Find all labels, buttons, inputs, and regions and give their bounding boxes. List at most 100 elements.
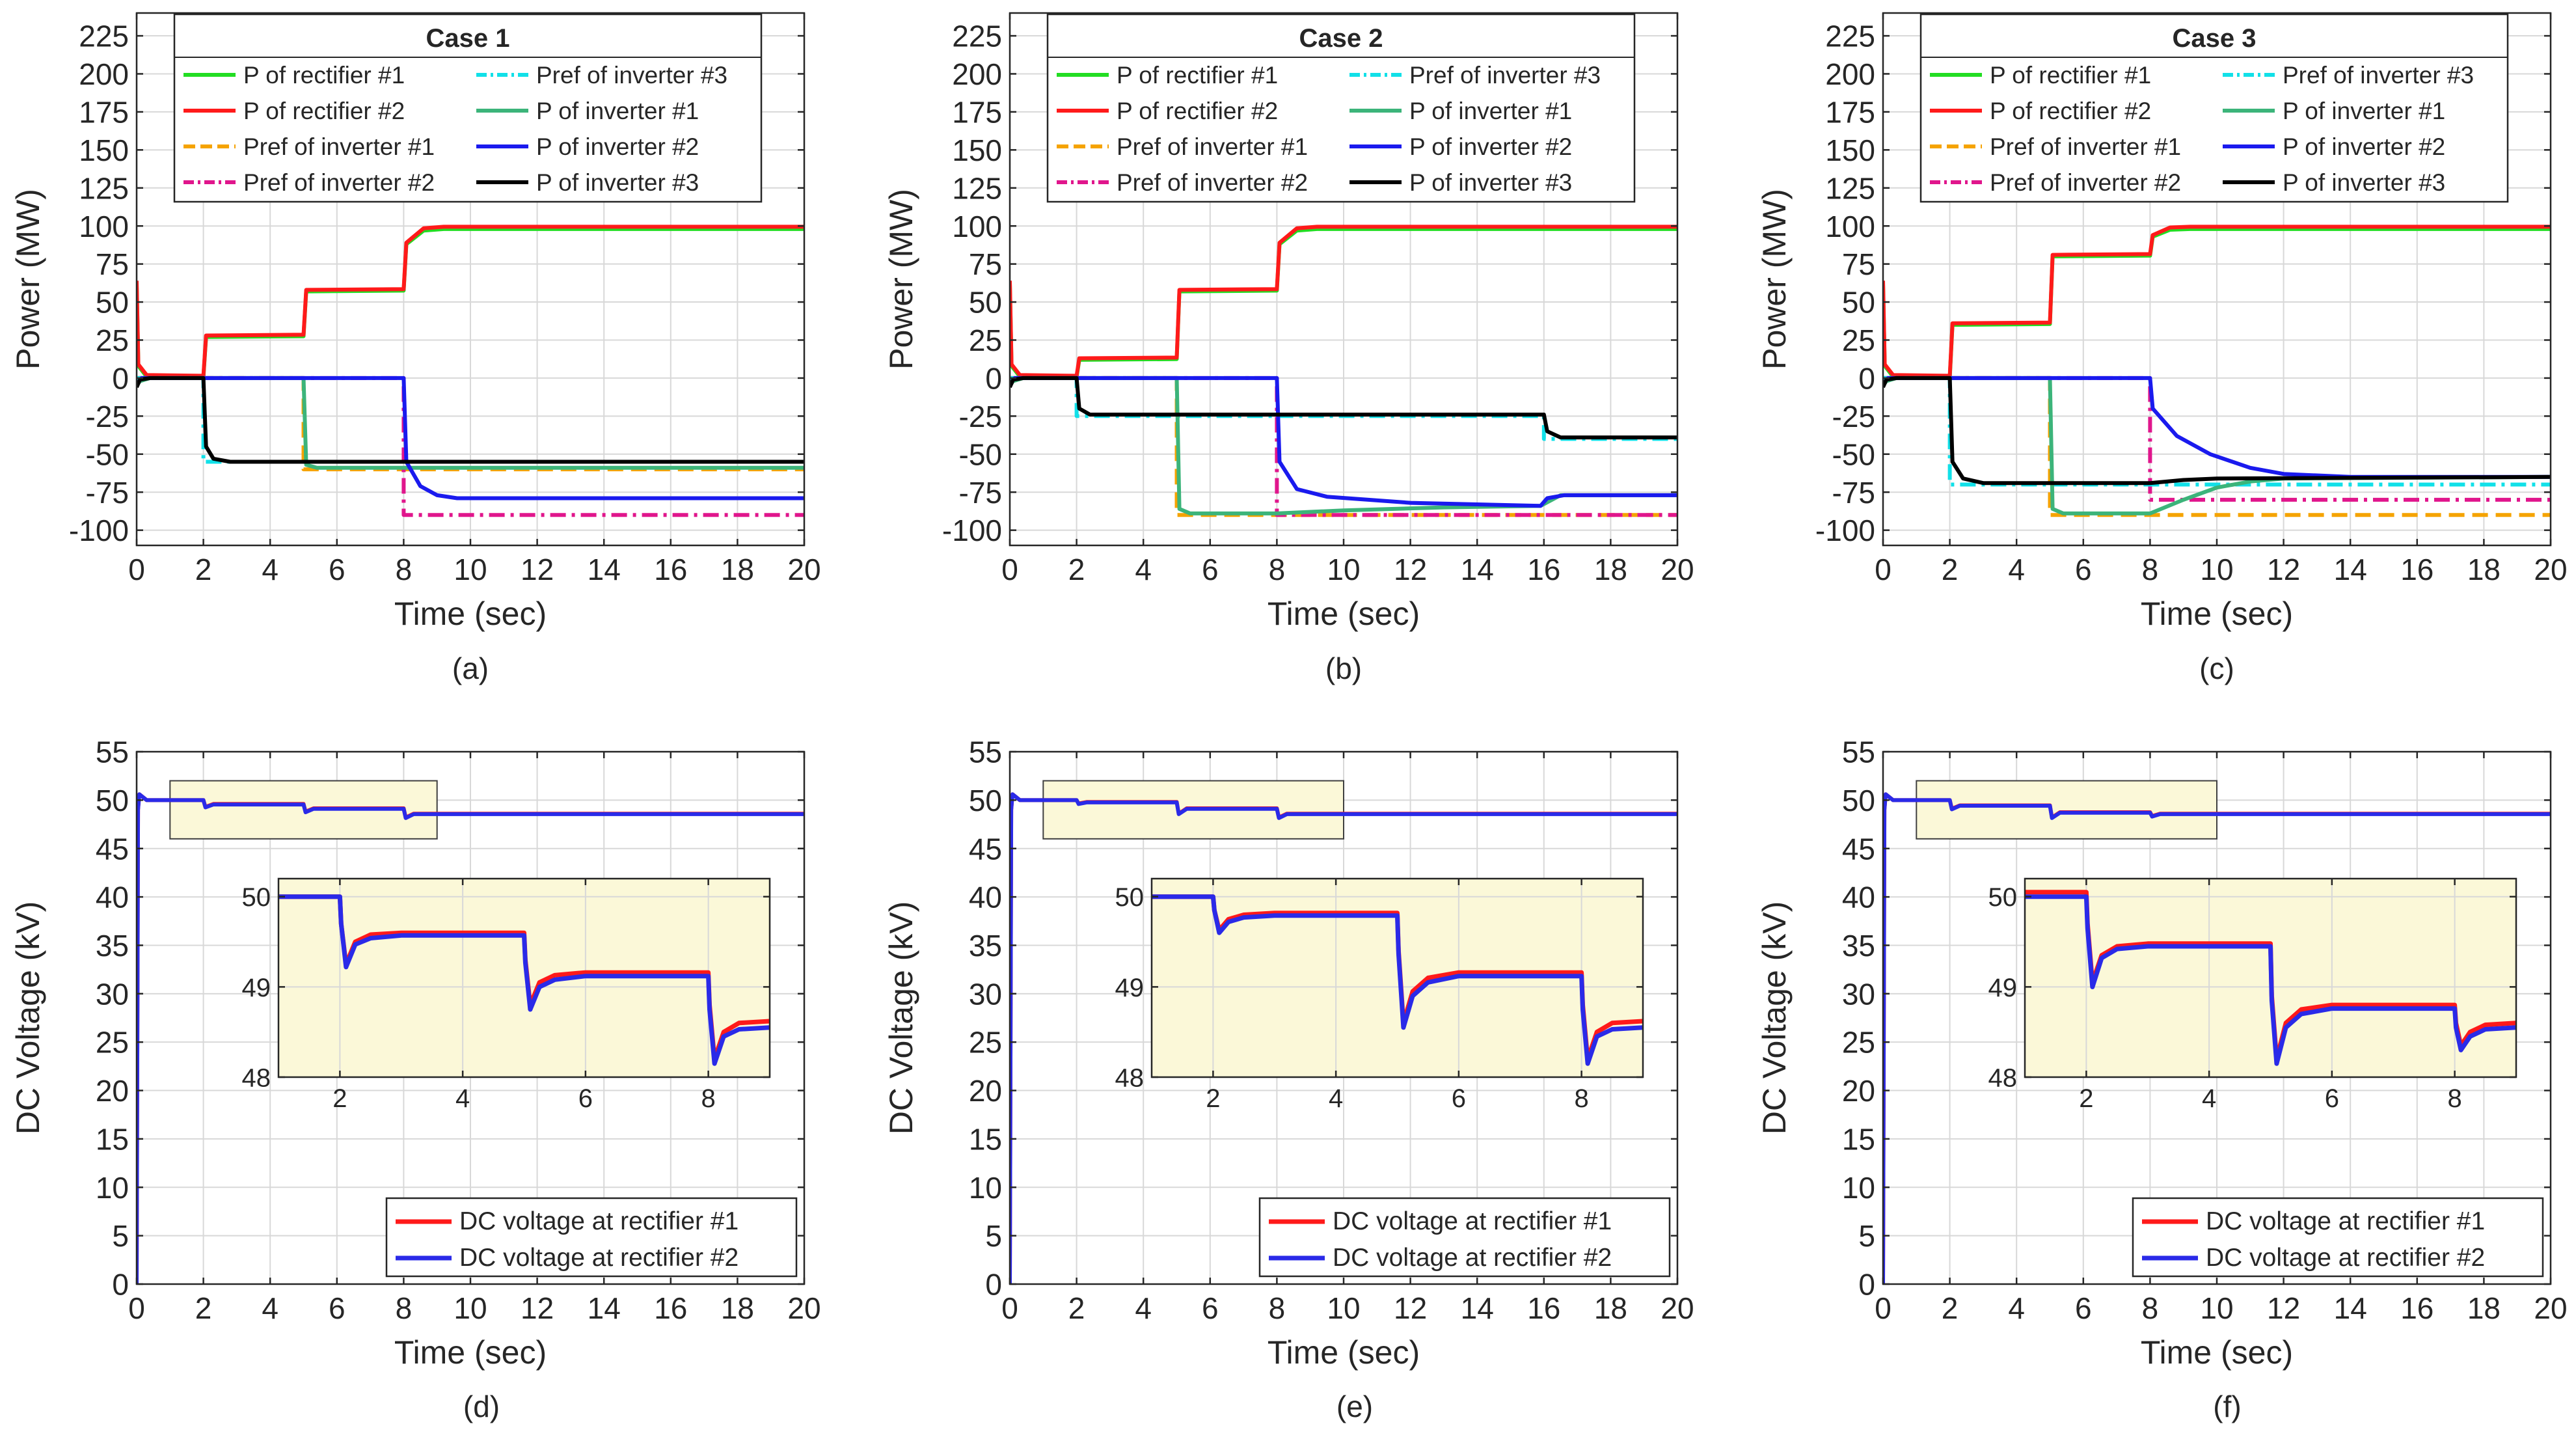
chart-f-inset: 2 4 6 8 48 49 50 [1988, 877, 2517, 1113]
chart-c-series-6-line [1883, 376, 2551, 479]
chart-c-ytick-label: 75 [1842, 247, 1875, 281]
chart-e-series-1-line [1010, 792, 1677, 1284]
chart-b-legend-label-6: P of inverter #2 [1409, 133, 1572, 160]
chart-a-xtick-label: 10 [454, 553, 487, 586]
chart-e-legend: DC voltage at rectifier #1 DC voltage at … [1258, 1197, 1671, 1278]
chart-e-xtick-label: 8 [1269, 1291, 1286, 1325]
chart-f-xtick-label: 16 [2400, 1291, 2434, 1325]
chart-e-xlabel: Time (sec) [1268, 1334, 1420, 1371]
chart-e-xtick-label: 10 [1327, 1291, 1360, 1325]
chart-f-ytick-label: 35 [1842, 929, 1875, 963]
chart-d-inset-series-1-line [278, 894, 770, 1066]
chart-a-legend-label-5: P of inverter #1 [536, 98, 699, 124]
chart-e: 0 2 4 6 8 10 12 14 16 18 20 0 5 10 15 20 25 30 35 40 45 50 55 T… [883, 735, 1694, 1371]
chart-e-xtick-label: 16 [1527, 1291, 1560, 1325]
chart-d-ytick-label: 55 [96, 735, 129, 769]
chart-b-series-1-line [1010, 225, 1677, 378]
chart-f-ytick-label: 40 [1842, 881, 1875, 914]
chart-e-ytick-label: 45 [969, 832, 1002, 866]
chart-d-ytick-label: 20 [96, 1074, 129, 1108]
chart-c-ytick-label: 175 [1825, 95, 1875, 129]
chart-b-xtick-label: 2 [1068, 553, 1085, 586]
chart-e-ytick-label: 15 [969, 1122, 1002, 1156]
chart-a-xtick-label: 8 [396, 553, 413, 586]
chart-d-ytick-label: 15 [96, 1122, 129, 1156]
chart-d-inset-xtick-label: 8 [701, 1084, 716, 1113]
chart-e-xtick-label: 12 [1394, 1291, 1427, 1325]
caption-c: (c) [2199, 651, 2234, 685]
chart-d-xtick-label: 14 [588, 1291, 621, 1325]
chart-c-legend-label-2: Pref of inverter #1 [1990, 133, 2181, 160]
chart-c-xtick-label: 12 [2267, 553, 2300, 586]
chart-f-axes-frame [1882, 750, 2552, 1285]
chart-c-xtick-label: 4 [2008, 553, 2025, 586]
chart-d-xtick-label: 20 [787, 1291, 820, 1325]
chart-a-xtick-label: 18 [721, 553, 754, 586]
chart-f-inset-ytick-label: 50 [1988, 883, 2018, 912]
chart-e-inset: 2 4 6 8 48 49 50 [1115, 877, 1644, 1113]
chart-c-xtick-label: 10 [2200, 553, 2233, 586]
chart-d-ytick-label: 10 [96, 1171, 129, 1205]
chart-c-axes-frame [1882, 12, 2552, 547]
chart-a-axes-frame [135, 12, 806, 547]
chart-c-legend-label-6: P of inverter #2 [2283, 133, 2445, 160]
chart-e-ytick-label: 55 [969, 735, 1002, 769]
chart-c-xtick-label: 8 [2142, 553, 2159, 586]
chart-b-ytick-label: 0 [985, 361, 1002, 395]
chart-d-xtick-label: 16 [654, 1291, 687, 1325]
chart-e-xtick-label: 20 [1661, 1291, 1694, 1325]
chart-e-ytick-label: 0 [985, 1268, 1002, 1302]
chart-f-ytick-label: 30 [1842, 977, 1875, 1011]
chart-e-axes-frame [1009, 750, 1679, 1285]
chart-f-ytick-label: 20 [1842, 1074, 1875, 1108]
chart-e-inset-ytick-label: 50 [1115, 883, 1145, 912]
chart-a-legend-label-3: Pref of inverter #2 [243, 169, 435, 196]
chart-c-xtick-label: 18 [2467, 553, 2501, 586]
chart-f-series-1-line [1883, 792, 2551, 1284]
chart-b-ytick-label: 200 [952, 57, 1002, 91]
chart-a-legend-box [173, 13, 763, 203]
chart-b-series-6-line [1010, 376, 1677, 508]
chart-c-ytick-label: -100 [1815, 514, 1875, 547]
chart-f-inset-series-1-line [2025, 894, 2516, 1066]
chart-e-ytick-label: 40 [969, 881, 1002, 914]
chart-d-legend: DC voltage at rectifier #1 DC voltage at … [385, 1197, 798, 1278]
chart-b-ytick-label: 225 [952, 20, 1002, 53]
chart-f-ytick-label: 5 [1858, 1219, 1875, 1253]
chart-b-legend-label-3: Pref of inverter #2 [1117, 169, 1308, 196]
chart-c-ytick-label: 0 [1858, 361, 1875, 395]
chart-a-legend: Case 1 P of rectifier #1 Pref of inverter … [173, 13, 763, 203]
chart-c-ytick-label: 150 [1825, 133, 1875, 167]
chart-a-ytick-label: 75 [96, 247, 129, 281]
chart-b-ytick-label: 175 [952, 95, 1002, 129]
chart-a-xtick-label: 2 [195, 553, 212, 586]
chart-c-legend-label-5: P of inverter #1 [2283, 98, 2445, 124]
chart-c-legend-title: Case 3 [2173, 24, 2257, 53]
chart-b-legend-title: Case 2 [1299, 24, 1383, 53]
chart-f-xtick-label: 20 [2534, 1291, 2567, 1325]
chart-a-xtick-label: 14 [588, 553, 621, 586]
chart-c-ytick-label: 200 [1825, 57, 1875, 91]
chart-d-axes-frame [135, 750, 806, 1285]
chart-a-ytick-label: 225 [79, 20, 129, 53]
chart-e-ytick-label: 25 [969, 1026, 1002, 1060]
chart-b-legend-label-4: Pref of inverter #3 [1409, 62, 1601, 89]
chart-e-ytick-label: 30 [969, 977, 1002, 1011]
chart-f-legend: DC voltage at rectifier #1 DC voltage at … [2132, 1197, 2544, 1278]
chart-d-inset-xtick-label: 4 [455, 1084, 470, 1113]
chart-f-ytick-label: 10 [1842, 1171, 1875, 1205]
chart-b-series-7-line [1010, 376, 1677, 440]
chart-f-ytick-label: 25 [1842, 1026, 1875, 1060]
chart-c-xtick-label: 20 [2534, 553, 2567, 586]
chart-a-xtick-label: 20 [787, 553, 820, 586]
chart-d-xtick-label: 6 [329, 1291, 346, 1325]
chart-a-xtick-label: 12 [521, 553, 554, 586]
chart-f-ytick-label: 15 [1842, 1122, 1875, 1156]
chart-c-series-7-line [1883, 376, 2551, 486]
chart-f-ytick-label: 55 [1842, 735, 1875, 769]
chart-b-xtick-label: 6 [1202, 553, 1219, 586]
chart-c-ytick-label: -75 [1832, 476, 1875, 510]
chart-f-inset-xtick-label: 8 [2448, 1084, 2462, 1113]
chart-f-xlabel: Time (sec) [2141, 1334, 2293, 1371]
